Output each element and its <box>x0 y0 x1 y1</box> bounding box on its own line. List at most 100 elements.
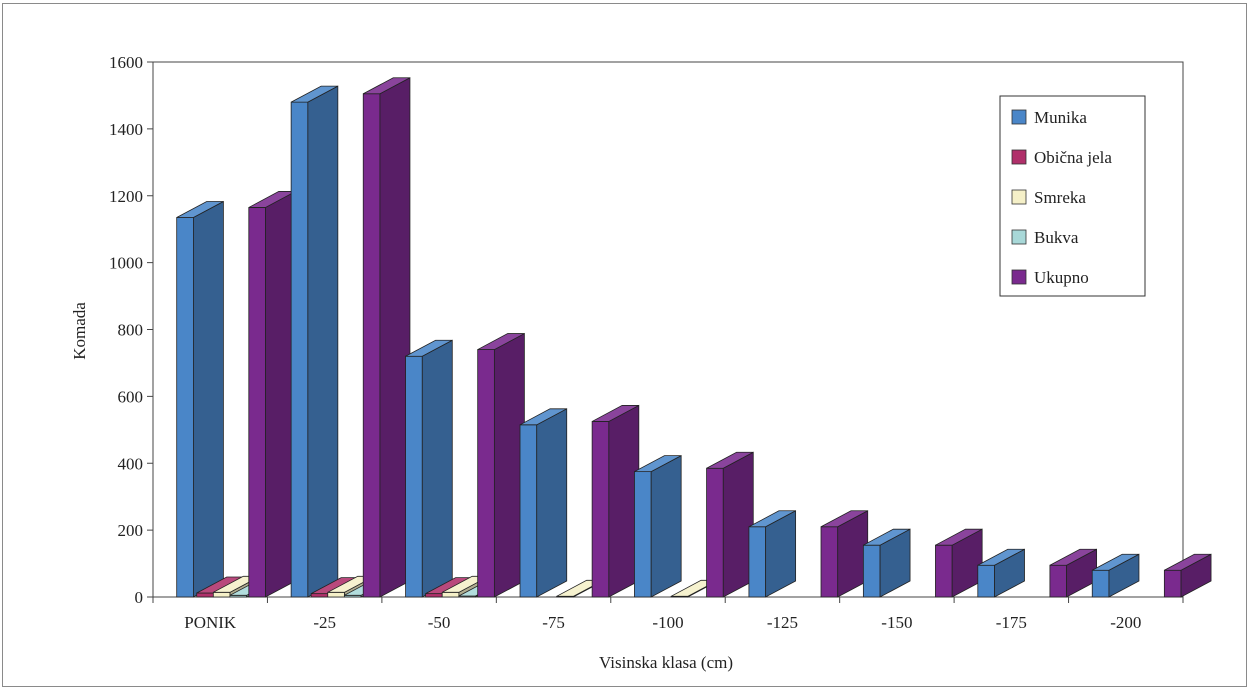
bar-top <box>176 201 224 218</box>
legend-swatch <box>1011 189 1027 205</box>
bar-top <box>591 405 640 422</box>
bar-front <box>248 207 266 598</box>
x-tick-label: -150 <box>881 613 912 632</box>
bar-front <box>862 544 881 598</box>
legend-label: Bukva <box>1034 228 1079 247</box>
x-tick-label: -125 <box>767 613 798 632</box>
bar-side <box>421 339 453 598</box>
bar-side <box>307 85 339 598</box>
bar-side <box>650 454 682 598</box>
bar-front <box>706 467 724 598</box>
bar-top <box>706 451 754 469</box>
x-tick-label: PONIK <box>184 613 237 632</box>
bar-top <box>977 548 1025 566</box>
bar-top <box>519 408 567 426</box>
bar-ukupno-5 <box>820 510 869 598</box>
legend-label: Obična jela <box>1034 148 1112 167</box>
y-tick-label: 200 <box>118 521 144 540</box>
bar-ukupno-2 <box>477 332 525 598</box>
bar-front <box>477 349 495 598</box>
y-axis-ticks: 0 200 400 600 800 1000 1200 1400 1600 <box>109 53 153 607</box>
y-tick-label: 400 <box>118 454 144 473</box>
legend-label: Munika <box>1034 108 1087 127</box>
bar-front <box>519 424 538 598</box>
bar-front <box>425 593 443 598</box>
y-tick-label: 1000 <box>109 254 143 273</box>
bar-munika-3 <box>519 408 568 598</box>
bar-front <box>212 591 231 598</box>
bar-series <box>176 77 1212 598</box>
bar-front <box>1049 564 1068 598</box>
bar-front <box>290 101 309 598</box>
bar-ukupno-1 <box>362 77 411 598</box>
bar-front <box>310 593 329 598</box>
bar-front <box>1163 569 1182 598</box>
y-tick-label: 0 <box>135 588 144 607</box>
legend-item-obična-jela: Obična jela <box>1011 148 1112 167</box>
legend-label: Smreka <box>1034 188 1086 207</box>
y-tick-label: 800 <box>118 321 144 340</box>
bar-ukupno-3 <box>591 404 640 598</box>
bar-top <box>363 77 411 95</box>
x-tick-label: -75 <box>542 613 565 632</box>
bar-front <box>405 355 423 598</box>
bar-munika-0 <box>176 200 224 598</box>
bar-side <box>192 200 224 598</box>
bar-munika-8 <box>1091 553 1140 598</box>
bar-front <box>1091 569 1110 598</box>
legend-swatch <box>1011 229 1027 245</box>
bar-top <box>405 339 453 357</box>
bar-top <box>935 528 983 546</box>
bar-front <box>196 592 214 598</box>
bar-top <box>290 85 339 103</box>
bar-front <box>591 421 610 598</box>
bar-top <box>1049 548 1097 566</box>
bar-front <box>327 591 345 598</box>
bar-munika-4 <box>634 454 682 598</box>
legend: Munika Obična jela Smreka Bukva Ukupno <box>999 95 1146 297</box>
y-tick-label: 1400 <box>109 120 143 139</box>
bar-munika-5 <box>748 510 797 598</box>
bar-front <box>634 471 652 598</box>
legend-swatch <box>1011 149 1027 165</box>
bar-top <box>634 455 682 473</box>
bar-front <box>820 526 839 598</box>
legend-swatch <box>1011 269 1027 285</box>
x-axis-title: Visinska klasa (cm) <box>599 653 733 672</box>
x-tick-label: -25 <box>313 613 336 632</box>
y-tick-label: 1200 <box>109 187 143 206</box>
y-tick-label: 1600 <box>109 53 143 72</box>
bar-top <box>1092 553 1140 571</box>
bar-ukupno-0 <box>248 190 296 598</box>
legend-item-ukupno: Ukupno <box>1011 268 1089 287</box>
bar-front <box>977 564 995 598</box>
bar-munika-2 <box>405 339 453 598</box>
bar-side <box>536 408 568 598</box>
legend-item-smreka: Smreka <box>1011 188 1086 207</box>
legend-item-bukva: Bukva <box>1011 228 1079 247</box>
x-tick-label: -100 <box>652 613 683 632</box>
bar-front <box>176 217 194 598</box>
bar-chart: 0 200 400 600 800 1000 1200 1400 1600 PONIK -25 -5… <box>70 53 1212 672</box>
bar-front <box>935 544 953 598</box>
bar-front <box>748 526 767 598</box>
bar-top <box>477 333 525 350</box>
bar-ukupno-7 <box>1049 548 1098 598</box>
legend-swatch <box>1011 109 1027 125</box>
bar-top <box>1164 553 1212 571</box>
bar-munika-6 <box>862 528 911 598</box>
x-tick-label: -50 <box>428 613 451 632</box>
y-axis-title: Komada <box>70 302 89 360</box>
bar-top <box>748 510 796 528</box>
bar-top <box>863 528 911 546</box>
bar-munika-7 <box>977 548 1025 598</box>
bar-ukupno-8 <box>1163 553 1212 598</box>
bar-munika-1 <box>290 85 339 598</box>
y-tick-label: 600 <box>118 387 144 406</box>
chart-frame: 0 200 400 600 800 1000 1200 1400 1600 PONIK -25 -5… <box>2 3 1247 687</box>
legend-label: Ukupno <box>1034 268 1089 287</box>
x-tick-label: -200 <box>1110 613 1141 632</box>
x-tick-label: -175 <box>996 613 1027 632</box>
bar-ukupno-6 <box>935 528 983 598</box>
bar-top <box>820 510 868 528</box>
